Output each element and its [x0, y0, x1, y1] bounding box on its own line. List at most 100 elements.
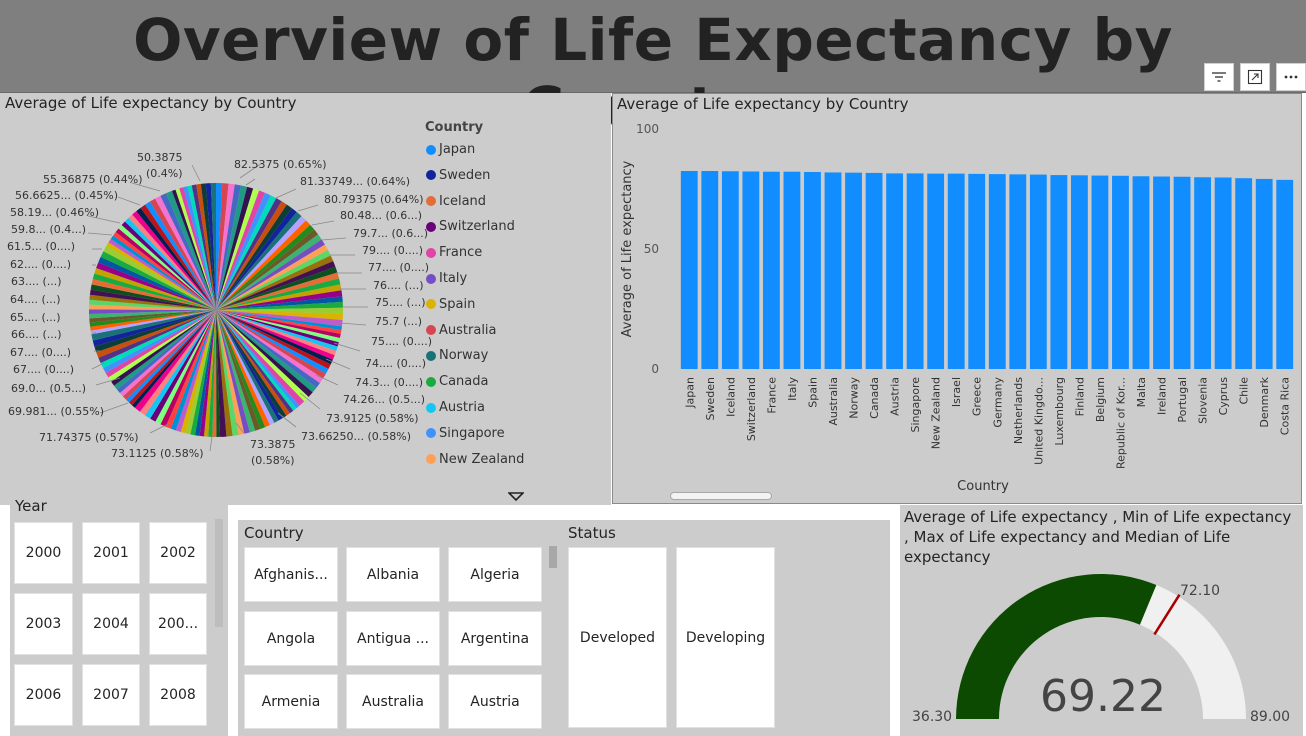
more-options-icon[interactable]	[1276, 63, 1306, 91]
country-slicer-item[interactable]: Antigua ...	[346, 611, 440, 666]
legend-label: New Zealand	[439, 451, 525, 467]
country-slicer-item[interactable]: Albania	[346, 547, 440, 602]
bar	[845, 172, 862, 369]
pie-slice	[110, 235, 216, 310]
country-slicer-item[interactable]: Armenia	[244, 674, 338, 729]
year-slicer-scrollbar[interactable]	[215, 519, 223, 627]
pie-slice	[203, 310, 216, 437]
pie-slice	[155, 310, 216, 425]
year-slicer-item[interactable]: 2001	[82, 522, 140, 584]
country-slicer-item[interactable]: Austria	[448, 674, 542, 729]
horizontal-scrollbar[interactable]	[670, 492, 772, 500]
pie-slice	[216, 201, 287, 310]
bar	[1153, 176, 1170, 369]
pie-leader-line	[99, 402, 129, 414]
legend-more-arrow-icon[interactable]	[507, 487, 525, 502]
year-slicer-item[interactable]: 2003	[14, 593, 73, 655]
year-slicer-item[interactable]: 2000	[14, 522, 73, 584]
legend-item[interactable]: France	[426, 245, 482, 260]
pie-slice	[89, 310, 216, 319]
x-tick-label: Chile	[1238, 377, 1251, 405]
legend-item[interactable]: Norway	[426, 348, 488, 363]
year-slicer: Year 2000 2001 2002 2003 2004 200... 200…	[10, 497, 228, 736]
year-slicer-item[interactable]: 200...	[149, 593, 207, 655]
pie-slice	[121, 221, 216, 310]
legend-item[interactable]: Sweden	[426, 168, 490, 183]
bar-chart-panel: Average of Life expectancy by Country 10…	[612, 93, 1302, 504]
legend-color-marker	[426, 299, 436, 310]
pie-slice	[122, 310, 216, 400]
pie-slice	[149, 198, 216, 310]
bar	[886, 173, 904, 369]
year-slicer-item[interactable]: 2007	[82, 664, 140, 726]
pie-data-label: 74.26... (0.5...)	[343, 393, 426, 406]
legend-item[interactable]: Japan	[426, 142, 475, 157]
status-slicer-item[interactable]: Developed	[568, 547, 667, 728]
gauge-title: Average of Life expectancy , Min of Life…	[904, 508, 1292, 566]
legend-item[interactable]: Austria	[426, 400, 485, 415]
country-slicer-scrollbar[interactable]	[549, 546, 557, 568]
filter-icon[interactable]	[1204, 63, 1234, 91]
country-slicer-item[interactable]: Algeria	[448, 547, 542, 602]
legend-item[interactable]: Iceland	[426, 194, 486, 209]
legend-item[interactable]: Canada	[426, 374, 488, 389]
year-slicer-label: Year	[15, 497, 47, 515]
year-slicer-item[interactable]: 2006	[14, 664, 73, 726]
year-slicer-item[interactable]: 2004	[82, 593, 140, 655]
legend-item[interactable]: Switzerland	[426, 219, 515, 234]
country-slicer-item[interactable]: Australia	[346, 674, 440, 729]
legend-color-marker	[426, 454, 436, 465]
pie-slice	[171, 189, 216, 310]
report-title-banner: Overview of Life Expectancy by Country	[0, 0, 1306, 142]
legend-item[interactable]: Singapore	[426, 426, 505, 441]
pie-slice	[216, 310, 343, 327]
status-slicer-item[interactable]: Developing	[676, 547, 775, 728]
pie-slice	[216, 192, 271, 310]
year-slicer-item[interactable]: 2002	[149, 522, 207, 584]
pie-slice	[124, 217, 216, 310]
x-tick-label: Iceland	[724, 377, 737, 417]
legend-label: Sweden	[439, 167, 491, 183]
legend-item[interactable]: Australia	[426, 323, 497, 338]
legend-color-marker	[426, 273, 436, 284]
pie-leader-line	[275, 188, 297, 199]
x-tick-label: United Kingdo...	[1032, 377, 1045, 465]
pie-slice	[115, 228, 216, 310]
bar	[1214, 177, 1232, 369]
pie-slice	[216, 186, 254, 310]
bar	[1276, 179, 1294, 369]
legend-item[interactable]: New Zealand	[426, 452, 524, 467]
legend-label: France	[439, 245, 483, 261]
bar	[988, 174, 1006, 369]
legend-color-marker	[426, 170, 436, 181]
x-tick-label: Luxembourg	[1053, 377, 1066, 446]
pie-slice	[216, 261, 336, 310]
x-tick-label: Portugal	[1176, 377, 1189, 423]
gauge-value: 69.22	[1040, 671, 1166, 722]
country-slicer-item[interactable]: Argentina	[448, 611, 542, 666]
legend-item[interactable]: Italy	[426, 271, 467, 286]
x-tick-label: New Zealand	[930, 377, 943, 449]
pie-slice	[119, 310, 216, 397]
focus-mode-icon[interactable]	[1240, 63, 1270, 91]
year-slicer-item[interactable]: 2008	[149, 664, 207, 726]
pie-chart[interactable]	[0, 93, 611, 505]
pie-data-label: 67.... (0....)	[13, 363, 75, 376]
pie-data-label: 59.8... (0.4...)	[11, 223, 87, 236]
pie-slice	[216, 310, 343, 321]
gauge-chart[interactable]	[900, 505, 1303, 736]
bar	[1235, 178, 1253, 369]
x-tick-label: Italy	[786, 377, 799, 401]
pie-data-label: 61.5... (0....)	[7, 240, 76, 253]
pie-slice	[100, 310, 216, 369]
pie-slice	[216, 310, 294, 414]
pie-data-label: 75.... (...)	[375, 296, 426, 309]
pie-data-label: 80.79375 (0.64%)	[324, 193, 424, 206]
pie-slice	[216, 184, 242, 310]
country-slicer-item[interactable]: Angola	[244, 611, 338, 666]
legend-item[interactable]: Spain	[426, 297, 475, 312]
country-status-slicer-panel: Country Afghanis... Albania Algeria Ango…	[238, 520, 890, 736]
country-slicer-item[interactable]: Afghanis...	[244, 547, 338, 602]
pie-slice	[140, 204, 216, 310]
bar-chart[interactable]: 100 50 0 Average of Life expectancy Country J…	[613, 94, 1301, 503]
